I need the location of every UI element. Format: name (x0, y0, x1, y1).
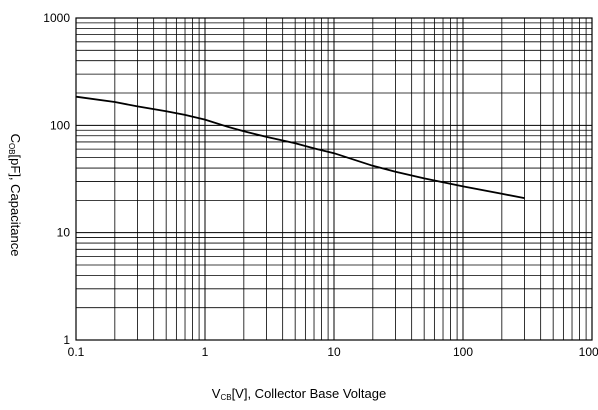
tick-labels: 0.111010010001101001000 (43, 11, 598, 359)
x-tick-label: 100 (453, 345, 473, 359)
y-tick-label: 1000 (43, 11, 70, 25)
y-tick-label: 10 (57, 226, 71, 240)
y-tick-label: 100 (50, 118, 70, 132)
x-axis-label: VCB[V], Collector Base Voltage (211, 386, 387, 402)
grid (76, 18, 592, 340)
series-line (75, 95, 525, 199)
x-tick-label: 0.1 (68, 345, 85, 359)
y-axis-label: COB[pF], Capacitance (7, 133, 23, 257)
x-tick-label: 1000 (579, 345, 598, 359)
x-tick-label: 10 (327, 345, 341, 359)
x-tick-label: 1 (202, 345, 209, 359)
series-layer (75, 95, 525, 199)
y-tick-label: 1 (63, 333, 70, 347)
plot-frame (75, 17, 593, 341)
